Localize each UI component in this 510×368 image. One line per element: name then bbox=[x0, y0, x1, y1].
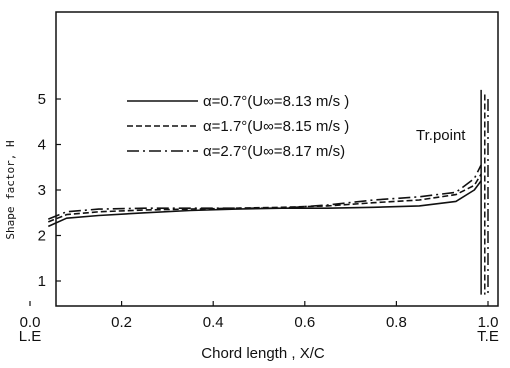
x-tick-label: 0.8 bbox=[386, 314, 407, 331]
legend-label-1: α=0.7°(U∞=8.13 m/s ) bbox=[203, 93, 349, 110]
y-tick-label: 5 bbox=[38, 91, 46, 108]
y-axis-label: Shape factor, H bbox=[4, 140, 17, 239]
x-tick-label: 0.2 bbox=[111, 314, 132, 331]
plot-frame bbox=[55, 11, 499, 307]
x-end-label: T.E bbox=[477, 328, 499, 345]
x-tick-label: 0.0 bbox=[20, 314, 41, 331]
transition-point-annotation: Tr.point bbox=[416, 127, 466, 144]
series-line-1 bbox=[47, 180, 482, 228]
y-tick-label: 2 bbox=[38, 228, 46, 245]
series-line-3 bbox=[48, 164, 482, 220]
y-tick-label: 3 bbox=[38, 182, 46, 199]
series-line-2 bbox=[48, 173, 482, 223]
y-tick-label: 4 bbox=[38, 137, 46, 154]
x-end-label: L.E bbox=[19, 328, 42, 345]
x-axis-label: Chord length , X/C bbox=[201, 345, 325, 362]
x-tick-label: 0.4 bbox=[203, 314, 224, 331]
legend-label-2: α=1.7°(U∞=8.15 m/s ) bbox=[203, 118, 349, 135]
x-tick-label: 1.0 bbox=[478, 314, 499, 331]
legend-label-3: α=2.7°(U∞=8.17 m/s) bbox=[203, 143, 345, 160]
y-tick-label: 1 bbox=[38, 273, 46, 290]
x-tick-label: 0.6 bbox=[294, 314, 315, 331]
